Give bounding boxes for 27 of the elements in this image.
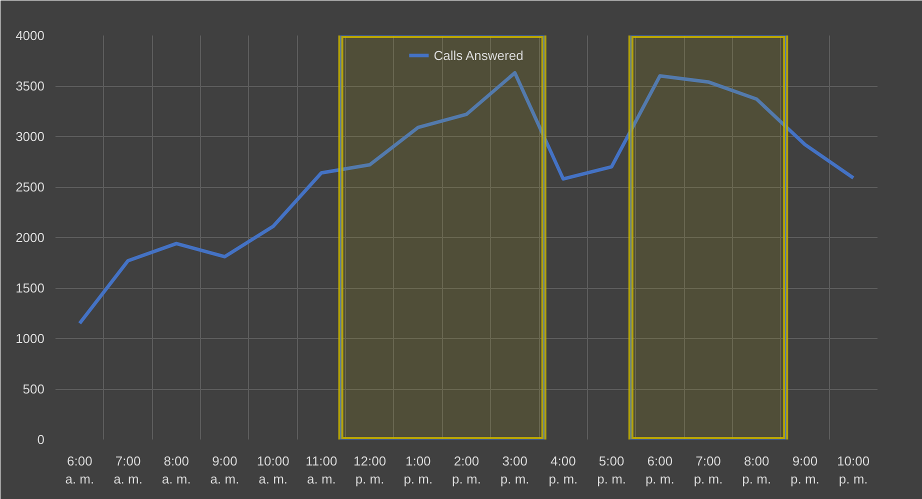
y-tick-label: 2000 [16,230,44,245]
x-tick-label: 3:00 p. m. [500,454,530,486]
y-tick-label: 4000 [16,28,44,43]
x-tick-label: 1:00 p. m. [404,454,433,486]
x-tick-label: 5:00 p. m. [597,454,626,486]
y-tick-label: 1500 [16,280,44,296]
x-tick-label: 8:00 a. m. [162,454,191,486]
x-tick-label: 10:00 a. m. [256,454,290,486]
legend-label: Calls Answered [434,48,524,62]
y-tick-label: 500 [22,382,45,396]
x-tick-label: 11:00 a. m. [306,454,338,486]
x-tick-label: 10:00 p. m. [837,454,870,486]
x-tick-label: 9:00 p. m. [790,454,820,486]
x-tick-label: 2:00 p. m. [452,454,481,486]
x-tick-label: 4:00 p. m. [548,454,578,486]
x-tick-label: 6:00 a. m. [65,454,94,486]
x-tick-label: 7:00 a. m. [114,454,142,486]
y-tick-label: 3500 [16,78,44,94]
x-tick-label: 8:00 p. m. [742,454,772,486]
x-tick-label: 7:00 p. m. [694,454,723,486]
x-tick-label: 12:00 p. m. [354,454,386,486]
x-tick-label: 6:00 p. m. [645,454,674,486]
x-tick-label: 9:00 a. m. [210,454,240,486]
y-tick-label: 1000 [16,331,44,346]
y-tick-label: 0 [37,432,45,447]
y-tick-label: 2500 [16,180,44,194]
y-tick-label: 3000 [16,129,44,144]
